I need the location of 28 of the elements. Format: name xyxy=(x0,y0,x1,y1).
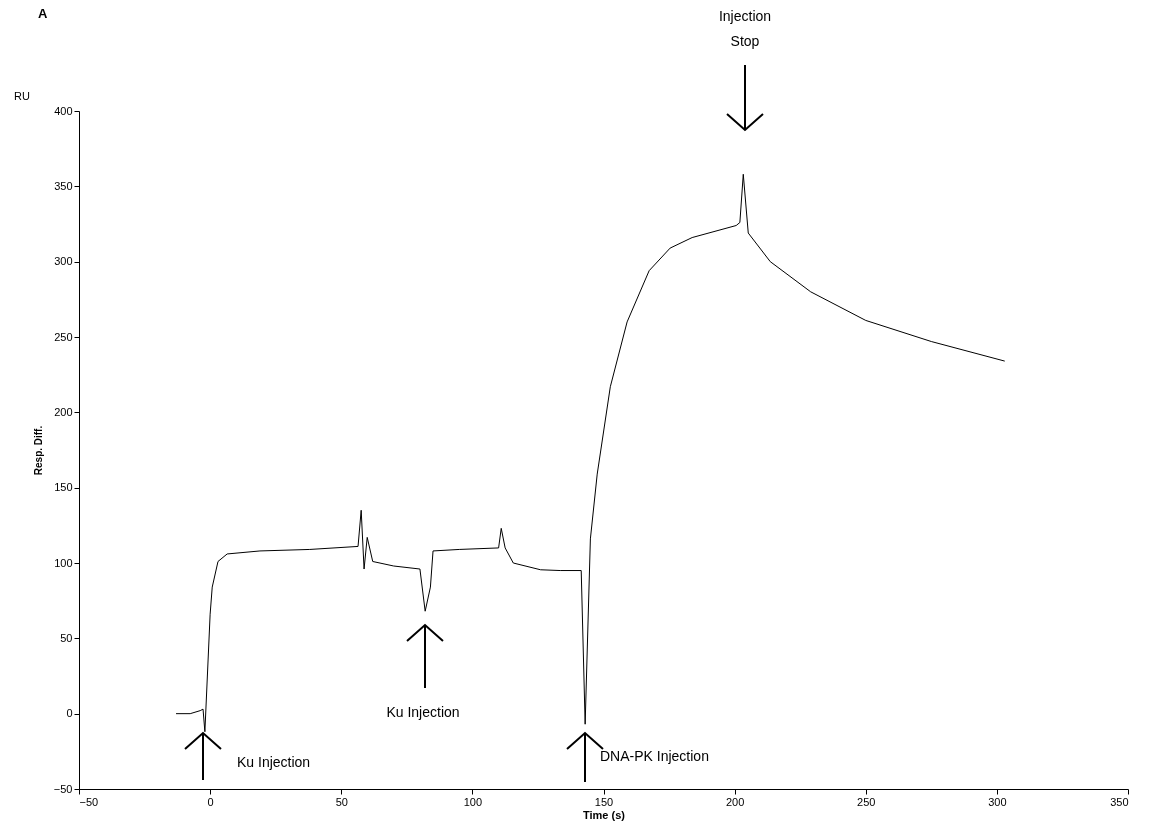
y-tick-label: −50 xyxy=(53,782,73,795)
y-tick-label: 100 xyxy=(54,556,73,569)
x-tick-label: 0 xyxy=(207,795,214,808)
x-tick-label: −50 xyxy=(79,795,99,808)
x-tick-label: 200 xyxy=(725,795,745,808)
annotation: Ku Injection xyxy=(386,703,460,720)
y-tick-label: 200 xyxy=(54,405,73,418)
y-tick-label: 0 xyxy=(66,707,73,720)
x-tick-label: 100 xyxy=(463,795,483,808)
x-tick-label: 250 xyxy=(857,795,876,808)
x-tick-label: 350 xyxy=(1110,795,1129,808)
x-tick-label: 50 xyxy=(335,795,348,808)
y-tick-label: 150 xyxy=(54,481,73,494)
y-tick-label: 300 xyxy=(54,255,73,268)
y-tick-label: 250 xyxy=(54,330,73,343)
y-axis-title: Resp. Diff. xyxy=(32,425,44,476)
y-tick-label: 400 xyxy=(54,104,73,117)
chart-title: A xyxy=(38,6,48,22)
x-axis-title: Time (s) xyxy=(583,808,626,821)
text: Injection Stop xyxy=(718,7,772,49)
line-series xyxy=(175,173,1006,733)
annotation: Ku Injection xyxy=(237,753,311,770)
annotation: DNA-PK Injection xyxy=(600,747,709,764)
x-tick-label: 150 xyxy=(594,795,614,808)
x-tick-label: 300 xyxy=(988,795,1007,808)
y-tick-label: 50 xyxy=(60,631,73,644)
text: RU xyxy=(14,89,30,102)
y-tick-label: 350 xyxy=(54,179,73,192)
